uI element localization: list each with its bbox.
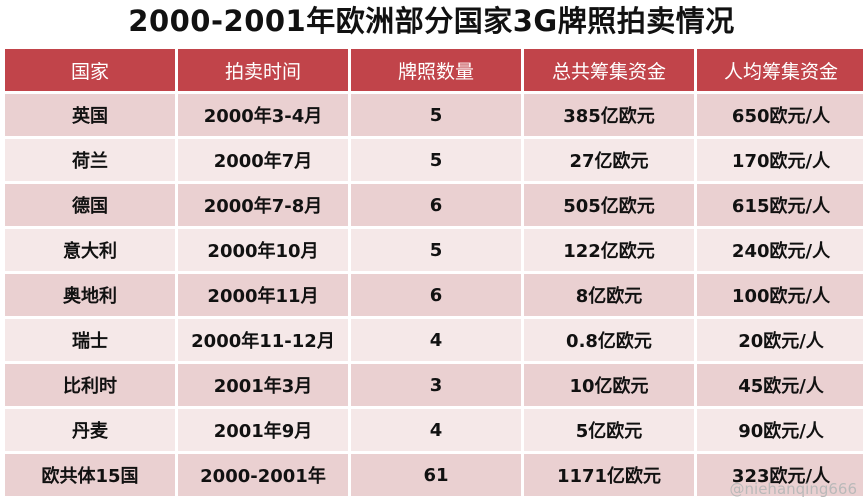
header-license-count: 牌照数量 <box>351 49 521 91</box>
cell-per-capita-funds: 650欧元/人 <box>697 94 863 136</box>
cell-license-count: 5 <box>351 229 521 271</box>
cell-total-funds: 8亿欧元 <box>524 274 694 316</box>
page-title: 2000-2001年欧洲部分国家3G牌照拍卖情况 <box>128 4 735 38</box>
cell-per-capita-funds: 240欧元/人 <box>697 229 863 271</box>
table-row: 瑞士 2000年11-12月 4 0.8亿欧元 20欧元/人 <box>5 319 863 361</box>
cell-country: 欧共体15国 <box>5 454 175 496</box>
cell-license-count: 4 <box>351 409 521 451</box>
cell-license-count: 61 <box>351 454 521 496</box>
cell-auction-time: 2000年3-4月 <box>178 94 348 136</box>
header-country: 国家 <box>5 49 175 91</box>
cell-per-capita-funds: 170欧元/人 <box>697 139 863 181</box>
cell-total-funds: 27亿欧元 <box>524 139 694 181</box>
cell-total-funds: 505亿欧元 <box>524 184 694 226</box>
cell-total-funds: 122亿欧元 <box>524 229 694 271</box>
cell-license-count: 5 <box>351 139 521 181</box>
header-total-funds: 总共筹集资金 <box>524 49 694 91</box>
cell-license-count: 5 <box>351 94 521 136</box>
cell-per-capita-funds: 90欧元/人 <box>697 409 863 451</box>
cell-country: 丹麦 <box>5 409 175 451</box>
cell-total-funds: 385亿欧元 <box>524 94 694 136</box>
cell-license-count: 6 <box>351 184 521 226</box>
cell-license-count: 3 <box>351 364 521 406</box>
cell-auction-time: 2001年9月 <box>178 409 348 451</box>
cell-auction-time: 2000年7-8月 <box>178 184 348 226</box>
header-per-capita-funds: 人均筹集资金 <box>697 49 863 91</box>
cell-total-funds: 0.8亿欧元 <box>524 319 694 361</box>
cell-per-capita-funds: 615欧元/人 <box>697 184 863 226</box>
table-row: 奥地利 2000年11月 6 8亿欧元 100欧元/人 <box>5 274 863 316</box>
cell-per-capita-funds: 100欧元/人 <box>697 274 863 316</box>
cell-total-funds: 5亿欧元 <box>524 409 694 451</box>
table-row: 欧共体15国 2000-2001年 61 1171亿欧元 323欧元/人 <box>5 454 863 496</box>
cell-country: 比利时 <box>5 364 175 406</box>
cell-auction-time: 2000年11月 <box>178 274 348 316</box>
cell-license-count: 6 <box>351 274 521 316</box>
table-header-row: 国家 拍卖时间 牌照数量 总共筹集资金 人均筹集资金 <box>5 49 863 91</box>
cell-total-funds: 1171亿欧元 <box>524 454 694 496</box>
cell-auction-time: 2000年7月 <box>178 139 348 181</box>
header-auction-time: 拍卖时间 <box>178 49 348 91</box>
auction-table: 国家 拍卖时间 牌照数量 总共筹集资金 人均筹集资金 英国 2000年3-4月 … <box>2 46 863 499</box>
cell-auction-time: 2000年11-12月 <box>178 319 348 361</box>
table-row: 德国 2000年7-8月 6 505亿欧元 615欧元/人 <box>5 184 863 226</box>
table-row: 丹麦 2001年9月 4 5亿欧元 90欧元/人 <box>5 409 863 451</box>
cell-per-capita-funds: 45欧元/人 <box>697 364 863 406</box>
table-row: 比利时 2001年3月 3 10亿欧元 45欧元/人 <box>5 364 863 406</box>
cell-country: 奥地利 <box>5 274 175 316</box>
cell-country: 荷兰 <box>5 139 175 181</box>
cell-country: 德国 <box>5 184 175 226</box>
table-row: 意大利 2000年10月 5 122亿欧元 240欧元/人 <box>5 229 863 271</box>
cell-country: 瑞士 <box>5 319 175 361</box>
cell-per-capita-funds: 323欧元/人 <box>697 454 863 496</box>
cell-total-funds: 10亿欧元 <box>524 364 694 406</box>
watermark: @niehanqing666 <box>729 480 857 498</box>
cell-auction-time: 2001年3月 <box>178 364 348 406</box>
cell-country: 英国 <box>5 94 175 136</box>
cell-per-capita-funds: 20欧元/人 <box>697 319 863 361</box>
table-row: 荷兰 2000年7月 5 27亿欧元 170欧元/人 <box>5 139 863 181</box>
cell-license-count: 4 <box>351 319 521 361</box>
cell-auction-time: 2000年10月 <box>178 229 348 271</box>
cell-country: 意大利 <box>5 229 175 271</box>
table-row: 英国 2000年3-4月 5 385亿欧元 650欧元/人 <box>5 94 863 136</box>
cell-auction-time: 2000-2001年 <box>178 454 348 496</box>
